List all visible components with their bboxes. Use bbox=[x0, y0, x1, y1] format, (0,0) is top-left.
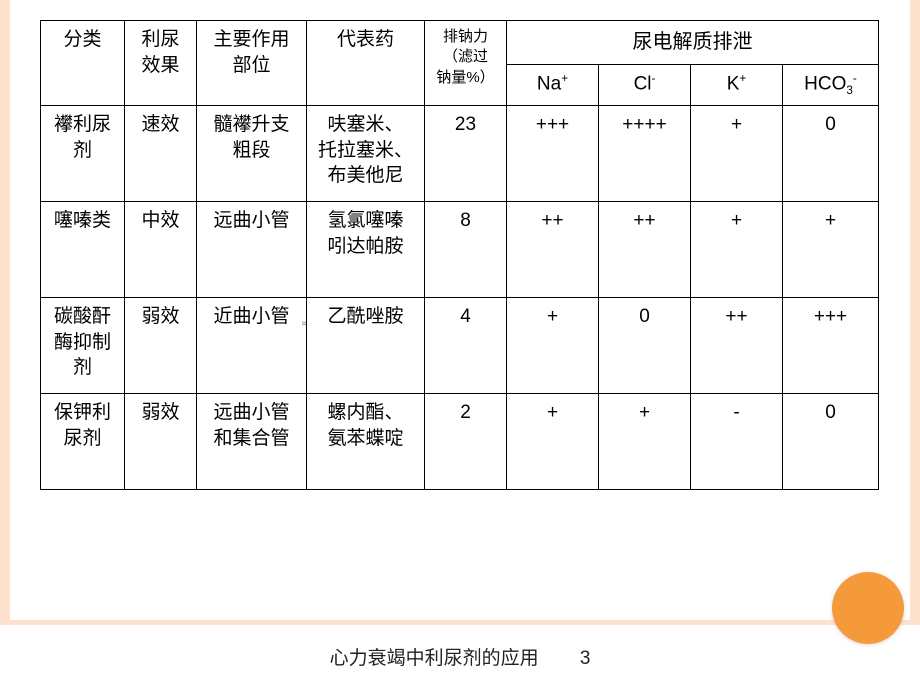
accent-circle-icon bbox=[832, 572, 904, 644]
table-row: 噻嗪类 中效 远曲小管 氢氯噻嗪吲达帕胺 8 ++ ++ + + bbox=[41, 202, 879, 298]
cell-category: 保钾利尿剂 bbox=[41, 394, 125, 490]
hdr-hco3: HCO3- bbox=[783, 65, 879, 106]
table-row: 襻利尿剂 速效 髓襻升支粗段 呋塞米、托拉塞米、布美他尼 23 +++ ++++… bbox=[41, 106, 879, 202]
cell-k: + bbox=[691, 106, 783, 202]
hdr-site: 主要作用部位 bbox=[197, 21, 307, 106]
cell-effect: 弱效 bbox=[125, 298, 197, 394]
cell-hco3: 0 bbox=[783, 106, 879, 202]
cell-cl: ++++ bbox=[599, 106, 691, 202]
cell-drug: 氢氯噻嗪吲达帕胺 bbox=[307, 202, 425, 298]
cell-hco3: + bbox=[783, 202, 879, 298]
hdr-cl: Cl- bbox=[599, 65, 691, 106]
cell-cl: ++ bbox=[599, 202, 691, 298]
hdr-effect: 利尿效果 bbox=[125, 21, 197, 106]
table-row: 保钾利尿剂 弱效 远曲小管和集合管 螺内酯、氨苯蝶啶 2 + + - 0 bbox=[41, 394, 879, 490]
cell-category: 襻利尿剂 bbox=[41, 106, 125, 202]
cell-drug: 螺内酯、氨苯蝶啶 bbox=[307, 394, 425, 490]
cell-pct: 2 bbox=[425, 394, 507, 490]
cell-effect: 速效 bbox=[125, 106, 197, 202]
hdr-category: 分类 bbox=[41, 21, 125, 106]
diuretics-table: 分类 利尿效果 主要作用部位 代表药 排钠力（滤过钠量%） 尿电解质排泄 Na+… bbox=[40, 20, 879, 490]
table-row: 碳酸酐酶抑制剂 弱效 近曲小管 乙酰唑胺 4 + 0 ++ +++ bbox=[41, 298, 879, 394]
marker-dot: ▫ bbox=[302, 316, 306, 330]
page-number: 3 bbox=[580, 648, 591, 670]
cell-effect: 弱效 bbox=[125, 394, 197, 490]
cell-na: + bbox=[507, 298, 599, 394]
cell-effect: 中效 bbox=[125, 202, 197, 298]
cell-drug: 呋塞米、托拉塞米、布美他尼 bbox=[307, 106, 425, 202]
hdr-electrolyte-group: 尿电解质排泄 bbox=[507, 21, 879, 65]
cell-pct: 4 bbox=[425, 298, 507, 394]
cell-hco3: 0 bbox=[783, 394, 879, 490]
cell-k: + bbox=[691, 202, 783, 298]
cell-drug: 乙酰唑胺 bbox=[307, 298, 425, 394]
hdr-na: Na+ bbox=[507, 65, 599, 106]
cell-na: ++ bbox=[507, 202, 599, 298]
cell-na: +++ bbox=[507, 106, 599, 202]
cell-site: 远曲小管和集合管 bbox=[197, 394, 307, 490]
hdr-k: K+ bbox=[691, 65, 783, 106]
cell-na: + bbox=[507, 394, 599, 490]
cell-hco3: +++ bbox=[783, 298, 879, 394]
cell-category: 碳酸酐酶抑制剂 bbox=[41, 298, 125, 394]
hdr-drug: 代表药 bbox=[307, 21, 425, 106]
cell-k: ++ bbox=[691, 298, 783, 394]
cell-site: 髓襻升支粗段 bbox=[197, 106, 307, 202]
footer-title: 心力衰竭中利尿剂的应用 bbox=[330, 648, 539, 669]
hdr-sodium-pct: 排钠力（滤过钠量%） bbox=[425, 21, 507, 106]
cell-site: 近曲小管 bbox=[197, 298, 307, 394]
slide-footer: 心力衰竭中利尿剂的应用 3 bbox=[0, 643, 920, 670]
cell-k: - bbox=[691, 394, 783, 490]
cell-cl: + bbox=[599, 394, 691, 490]
header-row-1: 分类 利尿效果 主要作用部位 代表药 排钠力（滤过钠量%） 尿电解质排泄 bbox=[41, 21, 879, 65]
cell-pct: 23 bbox=[425, 106, 507, 202]
cell-pct: 8 bbox=[425, 202, 507, 298]
cell-cl: 0 bbox=[599, 298, 691, 394]
cell-site: 远曲小管 bbox=[197, 202, 307, 298]
cell-category: 噻嗪类 bbox=[41, 202, 125, 298]
